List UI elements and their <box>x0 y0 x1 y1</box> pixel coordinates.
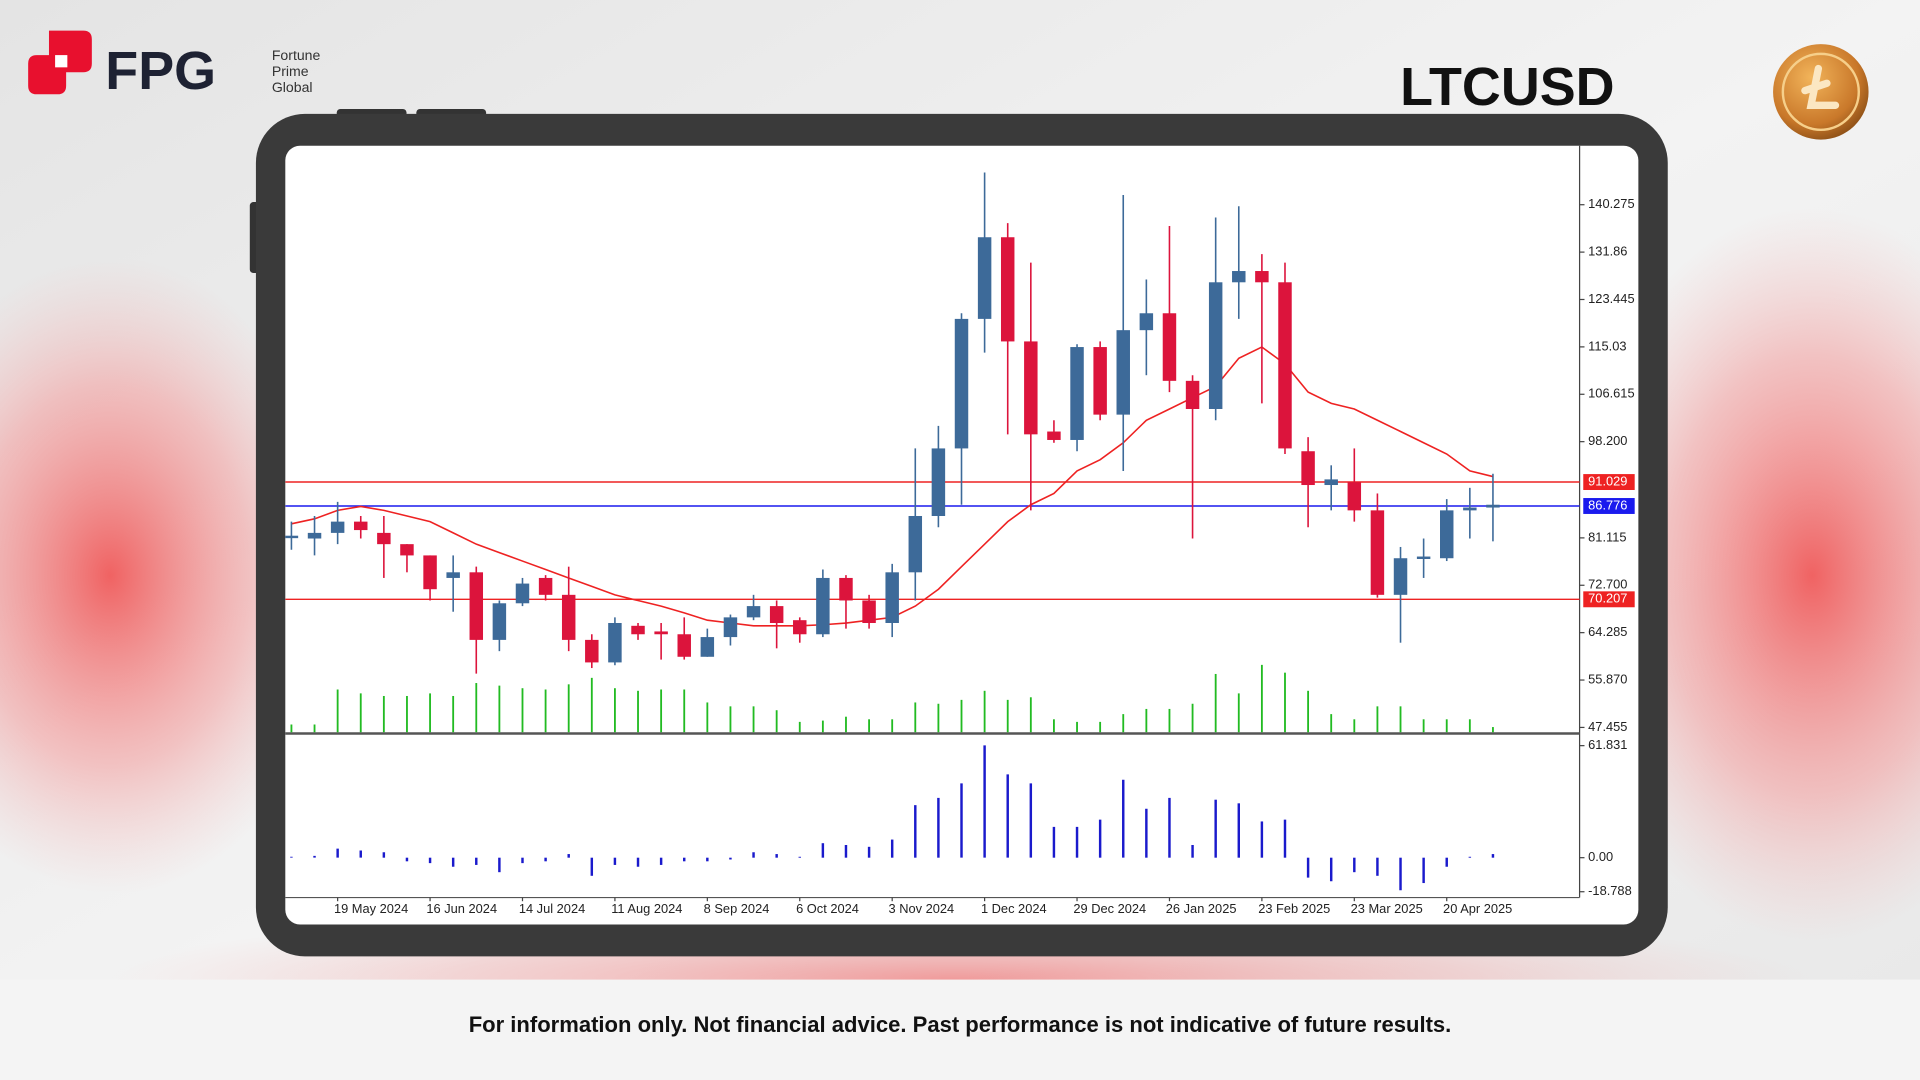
candle-body <box>1416 556 1431 559</box>
level-tag <box>1583 474 1635 491</box>
candle-body <box>1024 341 1038 435</box>
y-tick-label: 64.285 <box>1588 624 1627 639</box>
candle-body <box>354 521 368 531</box>
x-tick-label: 20 Apr 2025 <box>1443 901 1512 916</box>
x-tick-label: 23 Feb 2025 <box>1258 901 1330 916</box>
footer-band <box>0 979 1920 1080</box>
level-label: 91.029 <box>1588 473 1627 488</box>
x-tick-label: 14 Jul 2024 <box>519 901 585 916</box>
candle-body <box>608 622 622 663</box>
disclaimer: For information only. Not financial advi… <box>469 1012 1452 1037</box>
candle-body <box>1208 282 1223 409</box>
candle-body <box>1463 507 1477 511</box>
level-label: 86.776 <box>1588 497 1627 512</box>
plot <box>285 172 1580 891</box>
candle-body <box>1324 479 1338 486</box>
candle-body <box>931 448 946 516</box>
candle-body <box>1486 504 1500 508</box>
y-tick-label: 72.700 <box>1588 577 1627 592</box>
candle-body <box>1393 558 1408 595</box>
y-tick-label: -18.788 <box>1588 883 1632 898</box>
candle-body <box>1301 451 1315 486</box>
candle-body <box>654 631 668 635</box>
candle-body <box>1232 271 1246 283</box>
candle-body <box>1093 347 1107 415</box>
candle-body <box>885 572 899 623</box>
candle-body <box>307 532 322 539</box>
candle-body <box>585 639 599 663</box>
x-tick-label: 3 Nov 2024 <box>889 901 955 916</box>
candle-body <box>1000 237 1015 342</box>
y-tick-label: 106.615 <box>1588 386 1634 401</box>
candle-body <box>1070 347 1084 440</box>
y-tick-label: 140.275 <box>1588 196 1634 211</box>
candle-body <box>1347 482 1362 511</box>
y-tick-label: 61.831 <box>1588 737 1627 752</box>
x-tick-label: 6 Oct 2024 <box>796 901 859 916</box>
candle-body <box>1139 313 1154 331</box>
level-label: 70.207 <box>1588 591 1627 606</box>
y-tick-label: 0.00 <box>1588 849 1613 864</box>
brand-line: Prime <box>272 63 309 79</box>
candle-body <box>538 577 553 595</box>
candle-body <box>723 617 738 638</box>
candle-body <box>839 577 853 601</box>
candle-body <box>1255 271 1269 283</box>
candle-body <box>469 572 484 640</box>
tablet-screen <box>285 145 1639 925</box>
candle-body <box>631 625 645 635</box>
y-tick-label: 55.870 <box>1588 671 1627 686</box>
candle-body <box>977 237 992 319</box>
x-tick-label: 19 May 2024 <box>334 901 408 916</box>
symbol: LTCUSD <box>1400 57 1614 117</box>
candle-body <box>1162 313 1177 381</box>
y-tick-label: 115.03 <box>1588 338 1626 353</box>
candle-body <box>769 606 784 623</box>
x-tick-label: 23 Mar 2025 <box>1351 901 1423 916</box>
brand-line: Global <box>272 79 313 95</box>
x-tick-label: 11 Aug 2024 <box>611 901 682 916</box>
brand-line: Fortune <box>272 47 321 63</box>
logo <box>28 30 92 95</box>
candle-body <box>677 634 691 657</box>
candle-body <box>954 318 969 449</box>
candle-body <box>816 577 830 635</box>
candle-body <box>561 594 576 640</box>
brand: FPG <box>105 41 216 101</box>
coin-icon <box>1773 44 1869 140</box>
candle-body <box>446 572 460 578</box>
candle-body <box>1185 380 1200 409</box>
candle-body <box>1116 330 1130 415</box>
x-tick-label: 8 Sep 2024 <box>704 901 770 916</box>
candle-body <box>700 637 715 657</box>
candle-body <box>515 583 530 604</box>
candle-body <box>1370 510 1385 595</box>
y-tick-label: 123.445 <box>1588 291 1634 306</box>
x-tick-label: 26 Jan 2025 <box>1166 901 1237 916</box>
candle-body <box>285 535 299 539</box>
x-tick-label: 1 Dec 2024 <box>981 901 1047 916</box>
candle-body <box>746 606 761 618</box>
candle-body <box>908 515 923 573</box>
level-tag <box>1583 591 1635 608</box>
y-tick-label: 131.86 <box>1588 243 1627 258</box>
candle-body <box>492 603 507 640</box>
candle-body <box>862 600 876 623</box>
axes: 140.275 131.86 123.445 115.03 106.615 98.200 8… <box>334 196 1635 916</box>
x-tick-label: 16 Jun 2024 <box>426 901 497 916</box>
candle-body <box>377 532 391 545</box>
level-tag <box>1583 498 1635 514</box>
x-tick-label: 29 Dec 2024 <box>1073 901 1146 916</box>
candle-body <box>793 620 807 635</box>
y-tick-label: 47.455 <box>1588 719 1627 734</box>
candle-body <box>1278 282 1292 449</box>
candle-body <box>423 555 437 590</box>
candle-body <box>1047 431 1061 440</box>
candle-body <box>1440 510 1454 559</box>
y-tick-label: 98.200 <box>1588 433 1627 448</box>
y-tick-label: 81.115 <box>1588 529 1626 544</box>
candle-body <box>330 521 345 533</box>
candle-body <box>400 544 414 556</box>
